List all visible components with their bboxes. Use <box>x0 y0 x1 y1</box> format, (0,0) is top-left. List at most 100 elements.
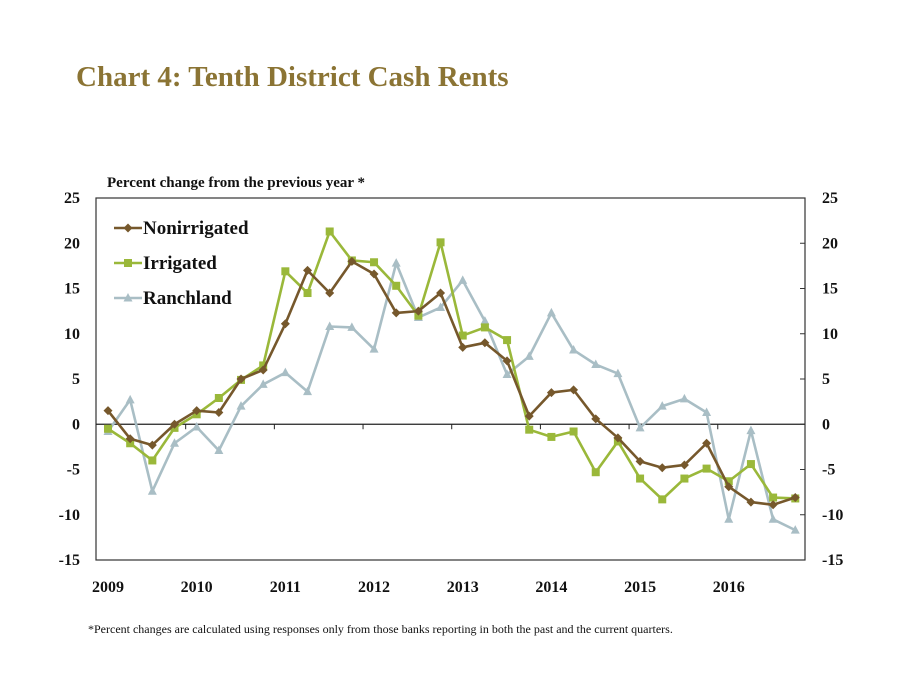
irrigated-point <box>591 468 600 477</box>
ranchland-point <box>790 525 800 534</box>
nonirrigated-point <box>613 433 623 443</box>
nonirrigated-point <box>657 463 667 473</box>
nonirrigated-point <box>413 306 423 316</box>
x-tick-label: 2010 <box>181 579 213 596</box>
ranchland-point <box>613 368 623 378</box>
ranchland-point <box>458 275 468 284</box>
ranchland-point <box>303 386 313 396</box>
nonirrigated-point <box>546 388 556 398</box>
ranchland-point <box>657 401 667 410</box>
irrigated-point <box>303 289 312 298</box>
irrigated-point <box>281 267 290 276</box>
nonirrigated-point <box>147 440 157 450</box>
nonirrigated-point <box>103 406 113 416</box>
irrigated-point <box>702 464 711 473</box>
legend-label: Ranchland <box>143 288 232 309</box>
legend-label: Irrigated <box>143 253 217 274</box>
irrigated-point <box>259 361 268 370</box>
irrigated-point <box>525 425 534 434</box>
y-tick-label-right: 25 <box>822 190 838 207</box>
ranchland-point <box>236 401 246 410</box>
irrigated-point <box>480 323 489 332</box>
nonirrigated-point <box>790 493 800 503</box>
y-tick-label-right: 5 <box>822 371 830 388</box>
ranchland-point <box>591 359 601 369</box>
y-tick-label-right: 10 <box>822 326 838 343</box>
nonirrigated-point <box>702 438 712 448</box>
irrigated-point <box>636 474 645 483</box>
irrigated-point <box>214 394 223 403</box>
ranchland-point <box>214 445 224 454</box>
ranchland-point <box>569 345 579 354</box>
irrigated-point <box>724 477 733 486</box>
footnote: *Percent changes are calculated using re… <box>88 622 673 636</box>
nonirrigated-point <box>391 308 401 318</box>
nonirrigated-point <box>635 456 645 466</box>
nonirrigated-point <box>258 365 268 375</box>
nonirrigated-point <box>458 342 468 352</box>
y-tick-label-left: 0 <box>72 416 80 433</box>
ranchland-point <box>369 344 379 353</box>
irrigated-point <box>370 258 379 267</box>
y-tick-label-right: -10 <box>822 507 843 524</box>
nonirrigated-point <box>768 500 778 510</box>
y-tick-label-left: -15 <box>59 552 80 569</box>
y-tick-label-left: -10 <box>59 507 80 524</box>
y-tick-label-left: 20 <box>64 235 80 252</box>
irrigated-point <box>569 427 578 436</box>
irrigated-point <box>436 238 445 247</box>
nonirrigated-point <box>192 406 202 416</box>
nonirrigated-point <box>369 269 379 279</box>
x-tick-label: 2014 <box>535 579 567 596</box>
y-tick-label-right: 15 <box>822 281 838 298</box>
irrigated-point <box>503 336 512 345</box>
nonirrigated-point <box>724 482 734 492</box>
x-tick-label: 2011 <box>270 579 301 596</box>
chart-title: Chart 4: Tenth District Cash Rents <box>76 61 509 93</box>
legend: Nonirrigated Irrigated Ranchland <box>114 218 249 309</box>
ranchland-point <box>679 393 689 403</box>
ranchland-point <box>347 322 357 331</box>
series-lines <box>103 227 800 534</box>
ranchland-point <box>147 486 157 495</box>
irrigated-point <box>414 311 423 320</box>
ranchland-point <box>325 321 335 331</box>
y-tick-label-left: 10 <box>64 326 80 343</box>
y-tick-label-left: 5 <box>72 371 80 388</box>
x-tick-label: 2012 <box>358 579 390 596</box>
legend-label: Nonirrigated <box>143 218 249 239</box>
series-nonirrigated <box>103 256 800 510</box>
nonirrigated-point <box>303 265 313 275</box>
nonirrigated-point <box>347 256 357 266</box>
x-tick-label: 2009 <box>92 579 124 596</box>
ranchland-point <box>502 369 512 378</box>
ranchland-point <box>635 422 645 432</box>
ranchland-point <box>258 379 268 388</box>
nonirrigated-point <box>480 338 490 348</box>
irrigated-point <box>148 456 157 465</box>
legend-marker <box>124 259 132 267</box>
legend-item-nonirrigated: Nonirrigated <box>114 218 249 239</box>
nonirrigated-point <box>125 434 135 444</box>
nonirrigated-point <box>569 385 579 395</box>
y-tick-label-left: -5 <box>67 462 80 479</box>
y-tick-label-right: 0 <box>822 416 830 433</box>
legend-item-ranchland: Ranchland <box>114 288 232 309</box>
nonirrigated-point <box>502 356 512 366</box>
ranchland-point <box>192 421 202 431</box>
irrigated-point <box>769 493 778 502</box>
nonirrigated-point <box>325 288 335 298</box>
nonirrigated-point <box>236 374 246 384</box>
irrigated-point <box>104 424 112 433</box>
y-tick-label-left: 25 <box>64 190 80 207</box>
ranchland-point <box>391 258 401 267</box>
x-tick-label: 2015 <box>624 579 656 596</box>
ranchland-point <box>724 514 734 523</box>
irrigated-point <box>126 439 135 448</box>
irrigated-point <box>547 432 556 441</box>
y-tick-label-right: 20 <box>822 235 838 252</box>
ranchland-point <box>125 394 135 404</box>
